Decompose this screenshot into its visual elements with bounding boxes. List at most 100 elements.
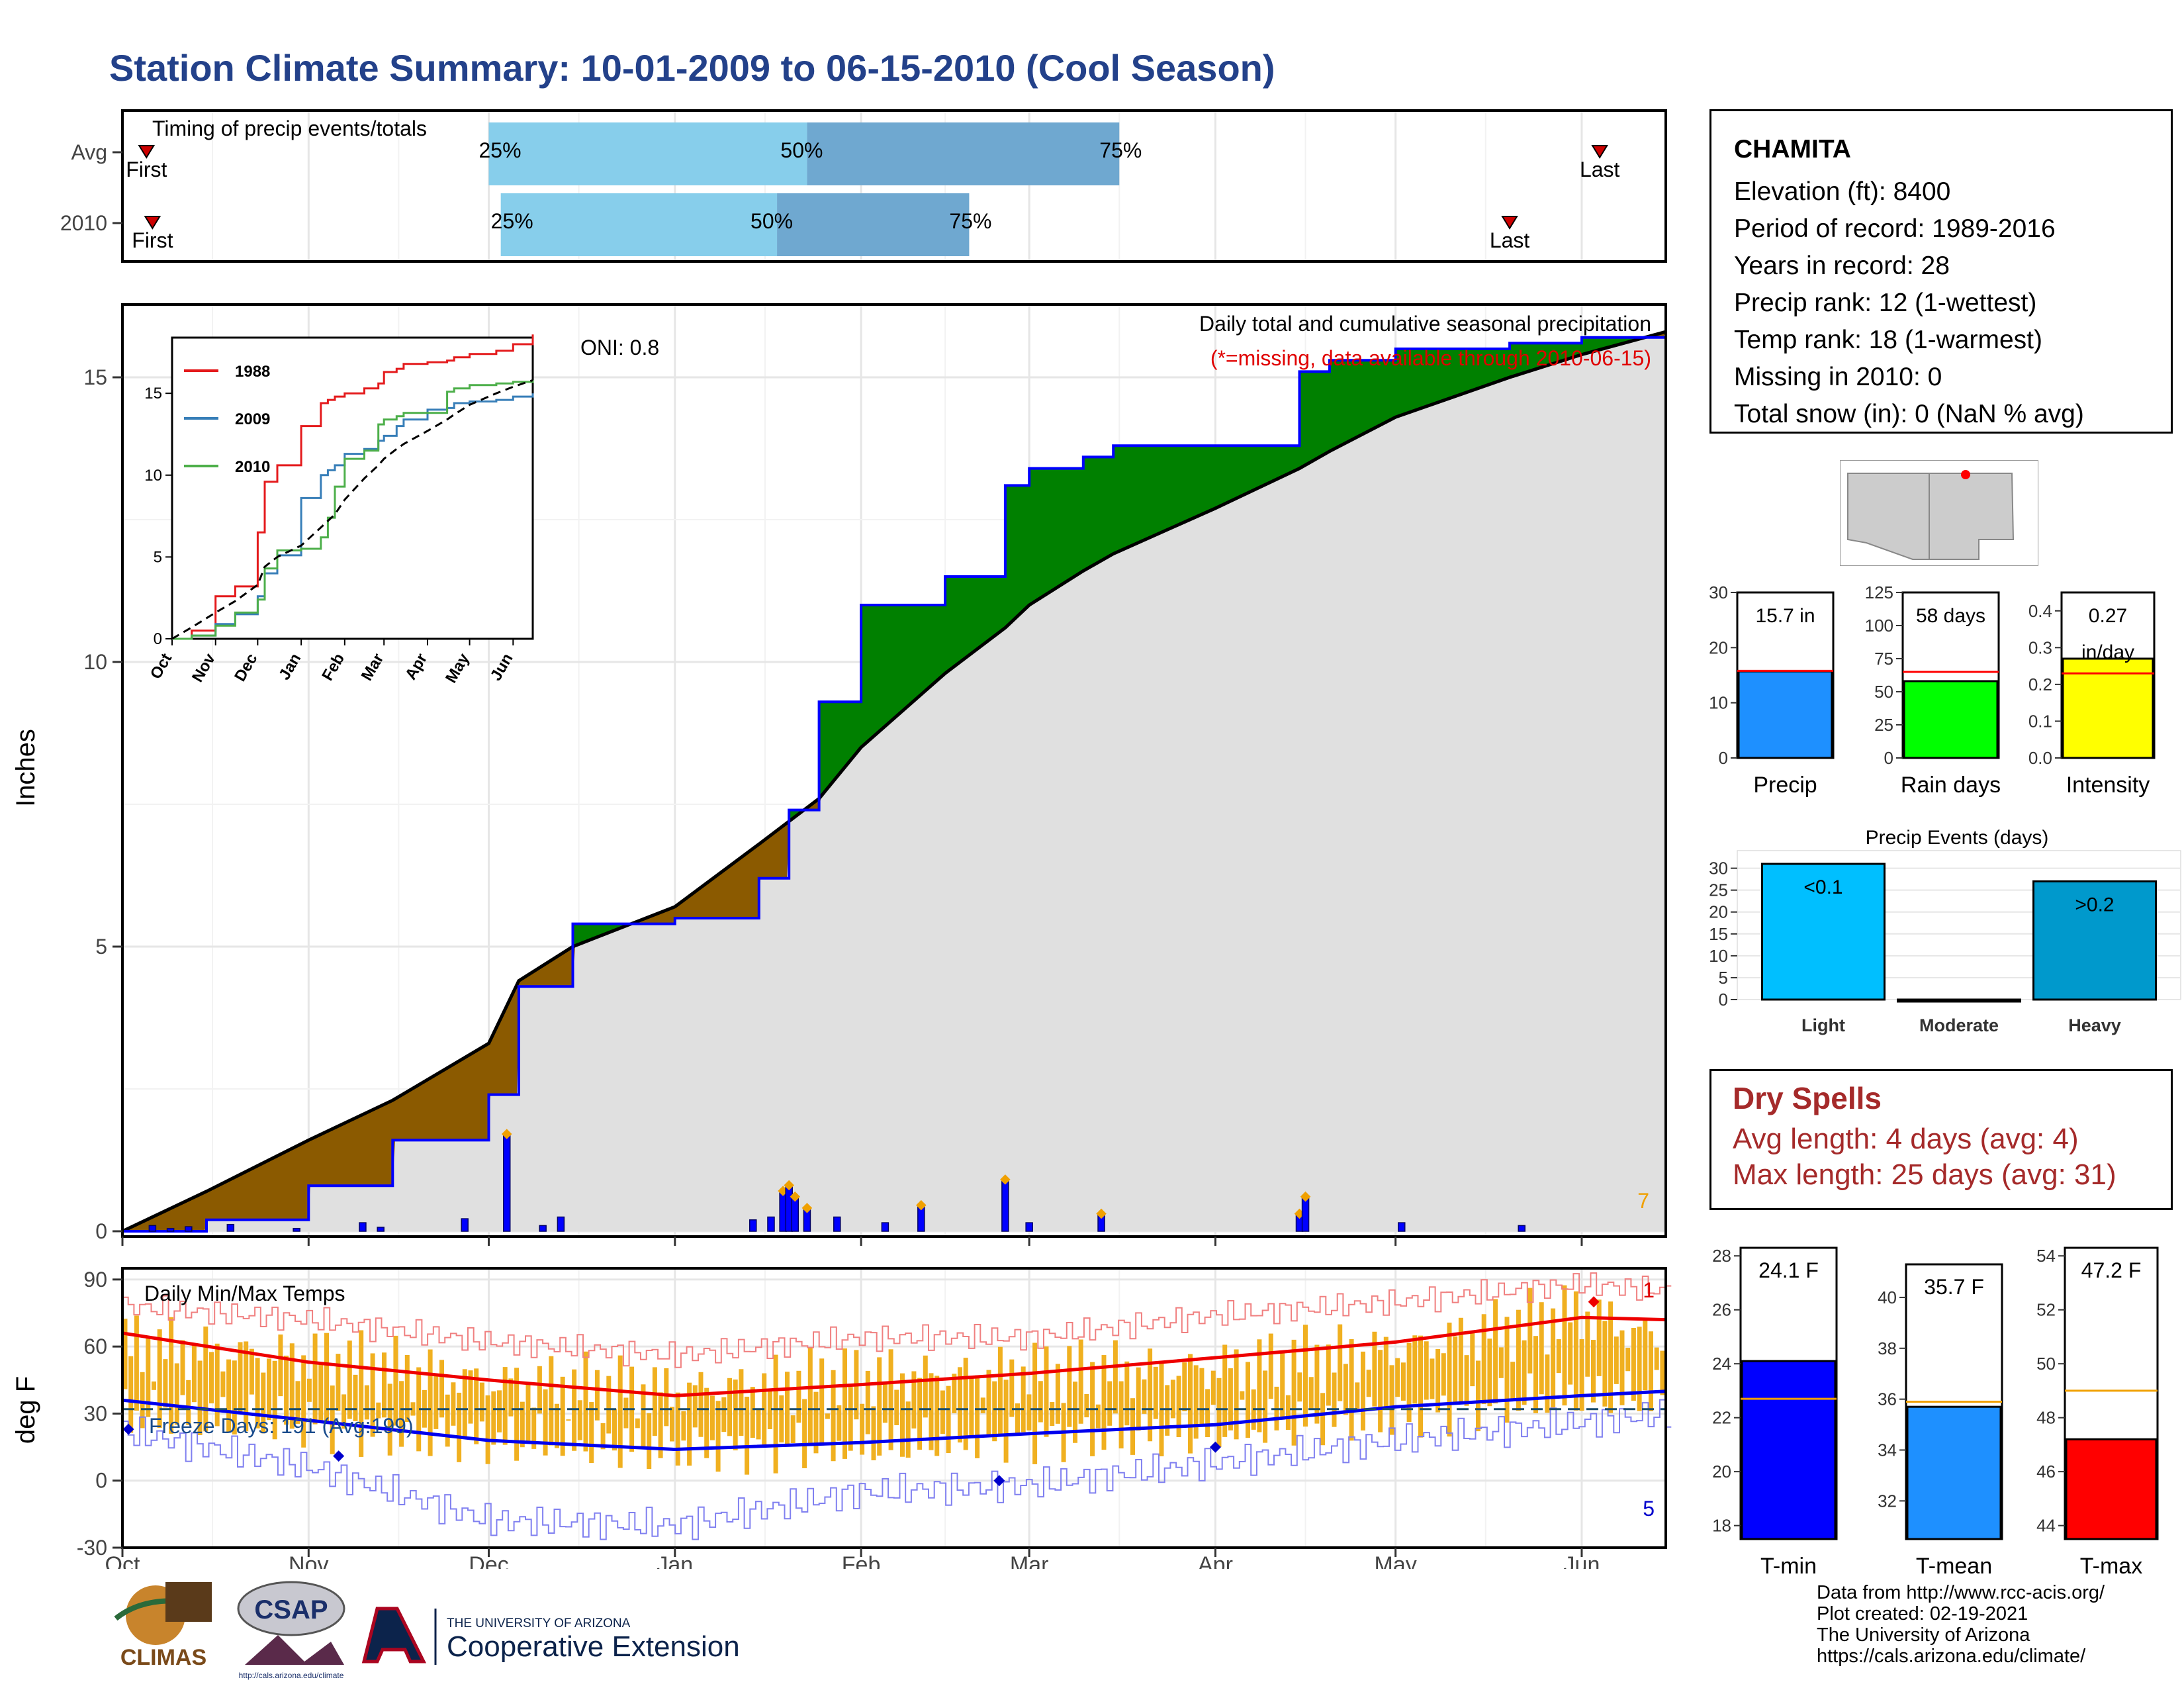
daily-temp-bar [860, 1403, 865, 1455]
daily-temp-bar [306, 1378, 312, 1402]
events-ytick-label: 10 [1709, 946, 1728, 966]
daily-temp-bar [687, 1382, 692, 1466]
inset-series-line [172, 334, 534, 640]
daily-temp-bar [709, 1395, 715, 1440]
station-location-marker [1961, 470, 1970, 479]
summary-ytick-label: 25 [1874, 715, 1893, 735]
daily-temp-bar [1234, 1349, 1239, 1440]
summary-bar-label: Rain days [1901, 773, 2001, 798]
daily-temp-bar [1579, 1338, 1584, 1411]
temp-summary-ytick-label: 52 [2036, 1300, 2056, 1320]
daily-temp-bar [122, 1319, 128, 1389]
daily-temp-bar [191, 1344, 197, 1403]
summary-ytick-label: 20 [1709, 637, 1728, 657]
daily-temp-bar [600, 1423, 606, 1450]
last-marker-icon [1591, 145, 1608, 159]
daily-temp-bar [756, 1409, 761, 1440]
daily-temp-bar [1400, 1362, 1406, 1401]
daily-temp-bar [1487, 1338, 1492, 1407]
daily-temp-bar [1142, 1379, 1147, 1414]
daily-temp-bar [986, 1370, 991, 1437]
daily-temp-bar [606, 1376, 612, 1434]
temp-summary-ytick-label: 38 [1878, 1338, 1897, 1358]
events-ytick-label: 30 [1709, 859, 1728, 878]
daily-temp-bar [733, 1380, 738, 1451]
events-bar-label: Moderate [1919, 1015, 1999, 1035]
inset-month-label: Jan [275, 651, 304, 683]
missing-note: (*=missing, data available through 2010-… [1210, 346, 1651, 370]
daily-temp-bar [900, 1373, 905, 1457]
avg-min-line [122, 1389, 1666, 1452]
daily-temp-bar [1320, 1393, 1326, 1446]
csap-wordmark: CSAP [254, 1595, 328, 1624]
daily-temp-bar [1314, 1344, 1320, 1424]
inset-legend-label: 2009 [235, 410, 270, 428]
daily-temp-bar [1308, 1377, 1314, 1410]
daily-temp-bar [1044, 1346, 1049, 1437]
station-line: Total snow (in): 0 (NaN % avg) [1734, 400, 2084, 428]
ua-logo: THE UNIVERSITY OF ARIZONA Cooperative Ex… [361, 1607, 740, 1665]
precip-header: Daily total and cumulative seasonal prec… [1199, 312, 1651, 336]
daily-temp-bar [894, 1389, 899, 1426]
daily-temp-bar [272, 1360, 277, 1440]
last-marker-icon [1501, 216, 1518, 230]
daily-precip-bar [881, 1222, 889, 1232]
daily-temp-bar [1464, 1355, 1469, 1406]
summary-value-text: 58 days [1916, 605, 1985, 627]
daily-temp-bar [658, 1392, 663, 1458]
temp-summary-ytick-label: 40 [1878, 1288, 1897, 1307]
csap-mountain-icon [245, 1635, 344, 1665]
daily-temp-bar [1510, 1362, 1516, 1401]
daily-temp-bar [1631, 1328, 1636, 1401]
inset-legend-label: 2010 [235, 458, 270, 476]
temp-summary-ytick-label: 54 [2036, 1246, 2056, 1266]
daily-temp-bar [376, 1402, 381, 1419]
record-max-line [122, 1272, 1672, 1368]
daily-temp-bar [244, 1341, 249, 1432]
temp-value-text: 35.7 F [1924, 1275, 1984, 1299]
temp-ylabel: deg F [11, 1376, 40, 1444]
events-ytick-label: 5 [1719, 968, 1728, 988]
daily-temp-bar [1545, 1354, 1550, 1413]
daily-temp-bar [416, 1367, 422, 1452]
temp-summary-bar [1906, 1405, 2002, 1540]
daily-temp-bar [969, 1378, 974, 1437]
daily-temp-bar [502, 1367, 508, 1445]
daily-precip-bar [767, 1216, 775, 1232]
temp-summary-ytick-label: 34 [1878, 1440, 1897, 1460]
precip-panel: 0 5 10 15 Inches Daily total and cumulative… [11, 303, 1667, 1246]
daily-temp-bar [174, 1363, 179, 1425]
daily-temp-bar [1389, 1365, 1394, 1435]
daily-temp-bar [871, 1406, 876, 1461]
events-ytick-label: 0 [1719, 990, 1728, 1009]
daily-temp-bar [1573, 1291, 1578, 1411]
daily-temp-bar [664, 1368, 669, 1427]
inset-frame [171, 336, 534, 640]
daily-temp-bar [312, 1333, 318, 1425]
snow-marker-icon [801, 1203, 813, 1213]
temp-ytick-label: 90 [83, 1268, 107, 1291]
daily-temp-bar [295, 1381, 300, 1424]
daily-temp-bar [882, 1382, 887, 1423]
daily-temp-bar [560, 1376, 565, 1456]
daily-temp-bar [209, 1352, 214, 1404]
daily-temp-bar [387, 1383, 392, 1456]
daily-temp-bar [796, 1370, 801, 1423]
summary-bars: 0 10 20 30 15.7 in Precip 0 25 50 75 100 125 58 days… [1709, 583, 2156, 798]
daily-temp-bar [1050, 1402, 1055, 1427]
daily-temp-bar [1596, 1299, 1602, 1376]
daily-temp-bar [577, 1400, 582, 1440]
daily-temp-bar [641, 1384, 646, 1446]
events-bar-label: Heavy [2068, 1015, 2121, 1035]
climas-logo: CLIMAS [114, 1582, 212, 1670]
daily-temp-bar [525, 1384, 531, 1441]
daily-temp-bar [220, 1371, 226, 1397]
station-line: Missing in 2010: 0 [1734, 363, 1942, 391]
daily-temp-bar [1654, 1347, 1659, 1370]
daily-temp-bar [612, 1409, 617, 1451]
snow-marker-icon [784, 1180, 794, 1191]
events-bar [1761, 863, 1886, 1001]
normal-area [122, 332, 1666, 1232]
station-line: Period of record: 1989-2016 [1734, 214, 2056, 243]
daily-temp-bar [813, 1391, 819, 1454]
